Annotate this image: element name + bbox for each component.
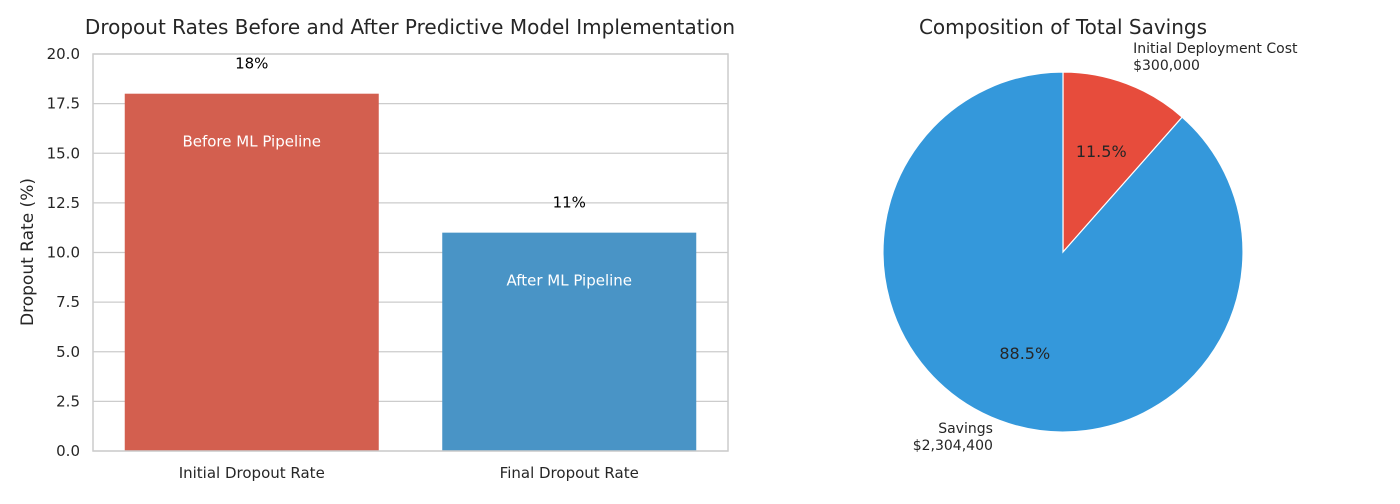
pie-slice-name: Initial Deployment Cost	[1133, 41, 1298, 57]
y-tick-labels: 0.0 2.5 5.0 7.5 10.0 12.5 15.0 17.5 20.0	[47, 45, 80, 460]
y-tick-label: 10.0	[47, 244, 80, 262]
bar	[442, 232, 697, 451]
y-tick-label: 2.5	[56, 392, 80, 410]
bar-inner-label: After ML Pipeline	[506, 272, 632, 290]
y-tick-label: 17.5	[47, 95, 80, 113]
y-tick-label: 15.0	[47, 144, 80, 162]
y-tick-label: 0.0	[56, 442, 80, 460]
y-tick-label: 12.5	[47, 194, 80, 212]
pie-chart: Composition of Total Savings 11.5% Initia…	[882, 15, 1298, 454]
pie-slice-value: $2,304,400	[913, 438, 993, 454]
pie-percent-label: 88.5%	[999, 344, 1050, 363]
pie-slice-value: $300,000	[1133, 58, 1200, 74]
plot-frame	[92, 53, 729, 452]
y-axis-label: Dropout Rate (%)	[18, 178, 38, 326]
bar-value-label: 11%	[553, 194, 586, 212]
y-tick-label: 5.0	[56, 343, 80, 361]
pie-slices	[882, 71, 1244, 433]
pie-labels: 11.5% Initial Deployment Cost$300,000 88.5…	[913, 41, 1298, 454]
bar-chart-title: Dropout Rates Before and After Predictiv…	[85, 15, 735, 39]
pie-chart-title: Composition of Total Savings	[919, 15, 1207, 39]
x-tick-labels: Initial Dropout Rate Final Dropout Rate	[179, 464, 639, 482]
bar-chart: Dropout Rates Before and After Predictiv…	[18, 15, 735, 482]
bar-value-label: 18%	[235, 55, 268, 73]
x-tick-label: Final Dropout Rate	[500, 464, 639, 482]
pie-percent-label: 11.5%	[1076, 142, 1127, 161]
bar	[124, 93, 379, 451]
pie-slice-name: Savings	[938, 421, 993, 437]
x-tick-label: Initial Dropout Rate	[179, 464, 325, 482]
y-tick-label: 7.5	[56, 293, 80, 311]
y-tick-label: 20.0	[47, 45, 80, 63]
bar-inner-label: Before ML Pipeline	[182, 133, 321, 151]
pie-slice	[1062, 71, 1184, 254]
pie-slice	[882, 71, 1244, 433]
bars: 18% Before ML Pipeline 11% After ML Pipelin…	[124, 55, 697, 451]
